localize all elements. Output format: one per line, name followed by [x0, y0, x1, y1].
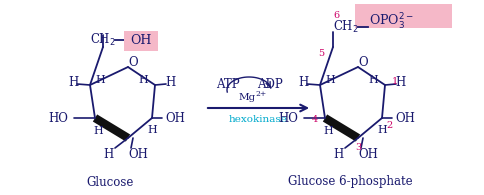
Text: H: H	[367, 75, 377, 85]
Text: 6: 6	[332, 12, 338, 20]
Text: OH: OH	[357, 149, 377, 161]
Text: 1: 1	[391, 77, 397, 87]
Text: O: O	[128, 56, 137, 68]
Text: H: H	[165, 75, 175, 89]
Text: OH: OH	[165, 112, 184, 124]
Text: H: H	[377, 125, 386, 135]
Text: H: H	[332, 149, 342, 161]
Text: ATP: ATP	[216, 77, 239, 90]
Text: OH: OH	[130, 34, 151, 46]
Text: H: H	[324, 75, 334, 85]
Text: H: H	[138, 75, 148, 85]
Text: H: H	[147, 125, 156, 135]
Text: CH$_2$: CH$_2$	[90, 32, 116, 48]
Text: H: H	[297, 75, 307, 89]
FancyBboxPatch shape	[354, 4, 451, 28]
Text: O: O	[358, 56, 367, 68]
Text: Glucose: Glucose	[86, 176, 134, 189]
Text: 3: 3	[354, 143, 361, 152]
Text: Glucose 6-phosphate: Glucose 6-phosphate	[287, 176, 411, 189]
Text: OPO$_3^{2-}$: OPO$_3^{2-}$	[368, 12, 413, 32]
Text: 4: 4	[311, 114, 318, 123]
Text: H: H	[68, 75, 78, 89]
Text: ADP: ADP	[257, 77, 282, 90]
Text: H: H	[394, 75, 404, 89]
Text: OH: OH	[394, 112, 414, 124]
Text: HO: HO	[277, 112, 297, 124]
Text: H: H	[322, 126, 332, 136]
Text: 2: 2	[385, 121, 392, 130]
Text: H: H	[93, 126, 103, 136]
Text: H: H	[103, 149, 113, 161]
Text: 5: 5	[318, 49, 323, 58]
Text: H: H	[95, 75, 105, 85]
Text: 2+: 2+	[255, 90, 266, 98]
Text: HO: HO	[48, 112, 68, 124]
Text: CH$_2$: CH$_2$	[333, 19, 358, 35]
Text: Mg: Mg	[238, 93, 255, 103]
Text: OH: OH	[128, 149, 148, 161]
FancyBboxPatch shape	[124, 31, 158, 51]
Text: hexokinase: hexokinase	[228, 115, 287, 124]
